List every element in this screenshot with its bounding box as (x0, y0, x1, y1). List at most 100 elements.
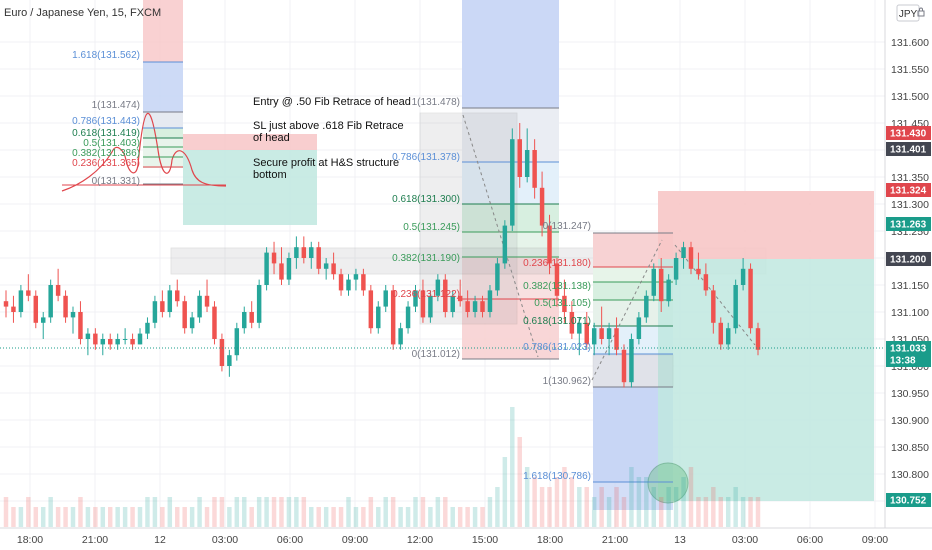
candle-body (569, 312, 575, 334)
fib-label: 0(131.012) (412, 349, 460, 360)
candle-body (264, 252, 269, 285)
volume-bar (651, 487, 656, 527)
candle-body (182, 301, 187, 329)
candle-body (584, 322, 589, 345)
volume-bar (539, 487, 545, 527)
time-tick-label: 03:00 (732, 534, 758, 546)
candle-body (353, 274, 359, 280)
volume-bar (212, 497, 217, 527)
left-fib-band-618 (143, 128, 183, 138)
volume-bar (115, 507, 120, 527)
volume-bar (606, 497, 612, 527)
volume-bar (457, 507, 463, 527)
candle-body (621, 349, 627, 383)
time-tick-label: 12:00 (407, 534, 433, 546)
candle-body (338, 274, 344, 291)
volume-bar (591, 497, 597, 527)
candle-body (480, 301, 485, 312)
time-axis[interactable]: 18:00 21:00 12 03:00 06:00 09:00 12:00 15:00 18:… (0, 527, 932, 550)
candle-body (3, 301, 9, 307)
price-tick-label: 130.900 (891, 415, 929, 427)
volume-bar (577, 487, 582, 527)
time-axis-bg (0, 528, 932, 550)
candle-body (681, 247, 686, 258)
volume-bar (405, 507, 411, 527)
candle-body (242, 312, 247, 329)
candle-body (279, 263, 284, 280)
target-circle (647, 462, 689, 504)
symbol-title: Euro / Japanese Yen, 15, FXCM (4, 7, 161, 19)
volume-bar (338, 507, 344, 527)
volume-bar (55, 507, 61, 527)
price-tick-label: 130.850 (891, 442, 929, 454)
candle-body (711, 290, 716, 323)
volume-bar (740, 497, 746, 527)
candle-body (517, 139, 522, 177)
volume-bar (420, 497, 426, 527)
volume-bar (599, 487, 604, 527)
candle-body (413, 290, 418, 307)
price-badge: 131.324 (886, 183, 931, 197)
time-tick-label: 12 (154, 534, 166, 546)
candle-body (294, 247, 299, 258)
price-axis[interactable]: 131.600131.550131.500131.450131.400131.3… (884, 0, 932, 550)
volume-bar (353, 507, 359, 527)
candle-body (718, 322, 724, 345)
volume-bar (487, 497, 493, 527)
price-tick-label: 131.350 (891, 172, 929, 184)
price-badge-bg (886, 217, 931, 231)
candle-body (666, 279, 671, 302)
volume-bar (562, 467, 567, 527)
volume-bar (428, 507, 433, 527)
price-badge-text: 131.401 (890, 145, 927, 156)
volume-bar (108, 507, 113, 527)
volume-bar (524, 467, 530, 527)
volume-bar (78, 497, 83, 527)
candle-body (599, 328, 604, 339)
currency-button[interactable]: JPY (896, 4, 925, 22)
volume-bar (688, 467, 694, 527)
fib-label: 0.382(131.138) (523, 281, 591, 292)
candle-body (78, 312, 83, 339)
volume-bars (3, 407, 761, 527)
note-tp-line2: bottom (253, 169, 287, 181)
volume-bar (696, 497, 701, 527)
volume-bar (323, 507, 329, 527)
volume-bar (249, 507, 254, 527)
volume-bar (368, 497, 374, 527)
candle-body (271, 252, 277, 264)
candle-body (33, 295, 39, 323)
candle-body (703, 274, 709, 291)
volume-bar (309, 507, 314, 527)
candle-body (614, 328, 619, 350)
volume-bar (189, 507, 195, 527)
left-fib-band-lower (143, 138, 183, 168)
candle-body (539, 187, 545, 226)
candle-body (725, 328, 731, 345)
volume-bar (294, 497, 299, 527)
volume-bar (711, 487, 716, 527)
candle-body (577, 322, 582, 334)
volume-bar (725, 497, 731, 527)
volume-bar (644, 477, 649, 527)
fib-label: 1.618(130.786) (523, 471, 591, 482)
volume-bar (584, 487, 589, 527)
mid-fib-band-382 (462, 232, 559, 257)
candle-body (368, 290, 374, 329)
candle-body (472, 301, 478, 312)
candle-body (361, 274, 366, 291)
price-tick-label: 131.150 (891, 280, 929, 292)
note-sl-line1: SL just above .618 Fib Retrace (253, 120, 404, 132)
price-axis-bg (885, 0, 932, 550)
volume-bar (242, 497, 247, 527)
volume-bar (450, 507, 455, 527)
candle-body (40, 317, 46, 323)
time-tick-label: 06:00 (797, 534, 823, 546)
candle-body (331, 263, 336, 275)
time-tick-label: 21:00 (602, 534, 628, 546)
volume-bar (703, 497, 709, 527)
lock-icon[interactable] (917, 7, 925, 17)
candle-body (465, 301, 470, 312)
volume-bar (18, 507, 24, 527)
